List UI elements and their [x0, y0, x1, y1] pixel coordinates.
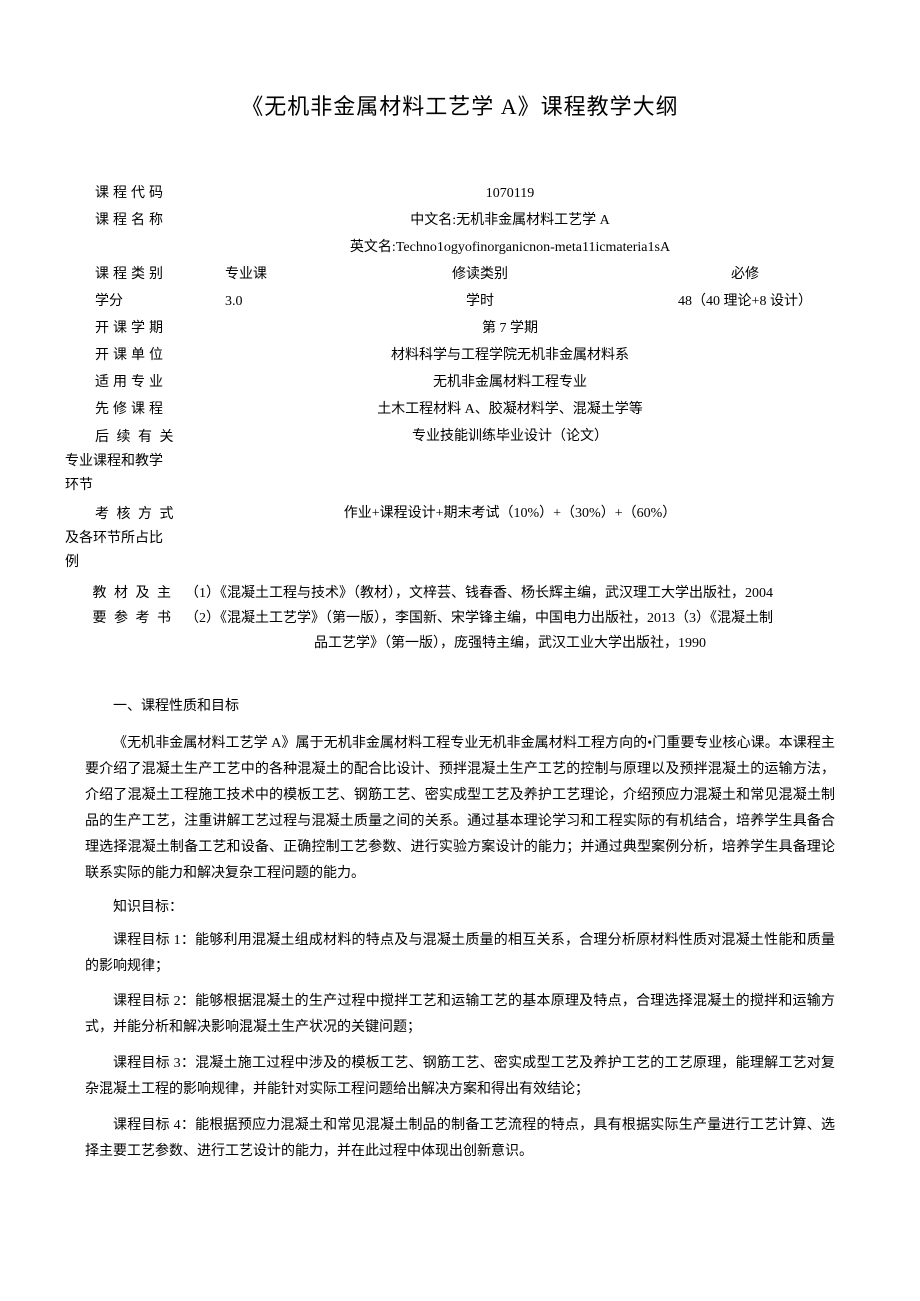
- row-code: 课程代码 1070119: [85, 183, 835, 204]
- label-assess-l3: 例: [65, 551, 185, 575]
- textbook-line-1: （1）《混凝土工程与技术》（教材），文梓芸、钱春香、杨长辉主编，武汉理工大学出版…: [185, 581, 835, 606]
- row-category: 课程类别 专业课 修读类别 必修: [85, 264, 835, 285]
- label-textbook-l1: 教 材 及 主: [85, 581, 173, 606]
- course-info-table: 课程代码 1070119 课程名称 中文名:无机非金属材料工艺学 A 英文名:T…: [85, 183, 835, 656]
- value-followup: 专业技能训练毕业设计（论文）: [185, 426, 835, 447]
- name-cn-text: 无机非金属材料工艺学 A: [456, 213, 610, 228]
- label-followup-l2: 专业课程和教学: [65, 450, 185, 474]
- label-assess-l1: 考 核 方 式: [95, 503, 185, 527]
- value-credits: 3.0: [185, 291, 305, 312]
- label-hours: 学时: [305, 291, 655, 312]
- row-followup: 后 续 有 关 专业课程和教学 环节 专业技能训练毕业设计（论文）: [85, 426, 835, 497]
- value-code: 1070119: [185, 183, 835, 204]
- row-major: 适用专业 无机非金属材料工程专业: [85, 372, 835, 393]
- value-textbook: （1）《混凝土工程与技术》（教材），文梓芸、钱春香、杨长辉主编，武汉理工大学出版…: [185, 581, 835, 657]
- label-code: 课程代码: [85, 183, 185, 204]
- value-hours: 48（40 理论+8 设计）: [655, 291, 835, 312]
- value-category: 专业课: [185, 264, 305, 285]
- label-major: 适用专业: [85, 372, 185, 393]
- label-reading-category: 修读类别: [305, 264, 655, 285]
- label-name: 课程名称: [85, 210, 185, 231]
- row-textbook: 教 材 及 主 要 参 考 书 （1）《混凝土工程与技术》（教材），文梓芸、钱春…: [85, 581, 835, 657]
- goal-2: 课程目标 2：能够根据混凝土的生产过程中搅拌工艺和运输工艺的基本原理及特点，合理…: [85, 989, 835, 1041]
- value-prereq: 土木工程材料 A、胶凝材料学、混凝土学等: [185, 399, 835, 420]
- row-name-en: 英文名:Techno1ogyofinorganicnon-meta11icmat…: [85, 237, 835, 258]
- row-credits: 学分 3.0 学时 48（40 理论+8 设计）: [85, 291, 835, 312]
- label-textbook-l2: 要 参 考 书: [85, 606, 173, 631]
- textbook-line-3: 品工艺学》（第一版），庞强特主编，武汉工业大学出版社，1990: [185, 631, 835, 656]
- row-semester: 开课学期 第 7 学期: [85, 318, 835, 339]
- label-textbook: 教 材 及 主 要 参 考 书: [85, 581, 185, 657]
- label-followup: 后 续 有 关 专业课程和教学 环节: [85, 426, 185, 497]
- name-en-prefix: 英文名:: [350, 240, 396, 255]
- section-1-intro: 《无机非金属材料工艺学 A》属于无机非金属材料工程专业无机非金属材料工程方向的•…: [85, 731, 835, 886]
- value-major: 无机非金属材料工程专业: [185, 372, 835, 393]
- knowledge-goal-heading: 知识目标：: [85, 897, 835, 918]
- value-assess: 作业+课程设计+期末考试（10%）+（30%）+（60%）: [185, 503, 835, 524]
- value-name-cn: 中文名:无机非金属材料工艺学 A: [185, 210, 835, 231]
- label-dept: 开课单位: [85, 345, 185, 366]
- goal-4: 课程目标 4：能根据预应力混凝土和常见混凝土制品的制备工艺流程的特点，具有根据实…: [85, 1113, 835, 1165]
- label-prereq: 先修课程: [85, 399, 185, 420]
- row-prereq: 先修课程 土木工程材料 A、胶凝材料学、混凝土学等: [85, 399, 835, 420]
- page-title: 《无机非金属材料工艺学 A》课程教学大纲: [85, 90, 835, 123]
- label-followup-l3: 环节: [65, 474, 185, 498]
- row-dept: 开课单位 材料科学与工程学院无机非金属材料系: [85, 345, 835, 366]
- label-assess-l2: 及各环节所占比: [65, 527, 185, 551]
- name-en-text: Techno1ogyofinorganicnon-meta11icmateria…: [396, 240, 670, 255]
- textbook-line-2: （2）《混凝土工艺学》（第一版），李国新、宋学锋主编，中国电力出版社，2013（…: [185, 606, 835, 631]
- goal-1: 课程目标 1：能够利用混凝土组成材料的特点及与混凝土质量的相互关系，合理分析原材…: [85, 928, 835, 980]
- section-1-heading: 一、课程性质和目标: [85, 696, 835, 717]
- name-cn-prefix: 中文名:: [410, 213, 456, 228]
- value-dept: 材料科学与工程学院无机非金属材料系: [185, 345, 835, 366]
- goal-3: 课程目标 3：混凝土施工过程中涉及的模板工艺、钢筋工艺、密实成型工艺及养护工艺的…: [85, 1051, 835, 1103]
- label-semester: 开课学期: [85, 318, 185, 339]
- row-assess: 考 核 方 式 及各环节所占比 例 作业+课程设计+期末考试（10%）+（30%…: [85, 503, 835, 574]
- label-category: 课程类别: [85, 264, 185, 285]
- label-assess: 考 核 方 式 及各环节所占比 例: [85, 503, 185, 574]
- label-followup-l1: 后 续 有 关: [95, 426, 185, 450]
- row-name-cn: 课程名称 中文名:无机非金属材料工艺学 A: [85, 210, 835, 231]
- label-credits: 学分: [85, 291, 185, 312]
- value-semester: 第 7 学期: [185, 318, 835, 339]
- value-reading-category: 必修: [655, 264, 835, 285]
